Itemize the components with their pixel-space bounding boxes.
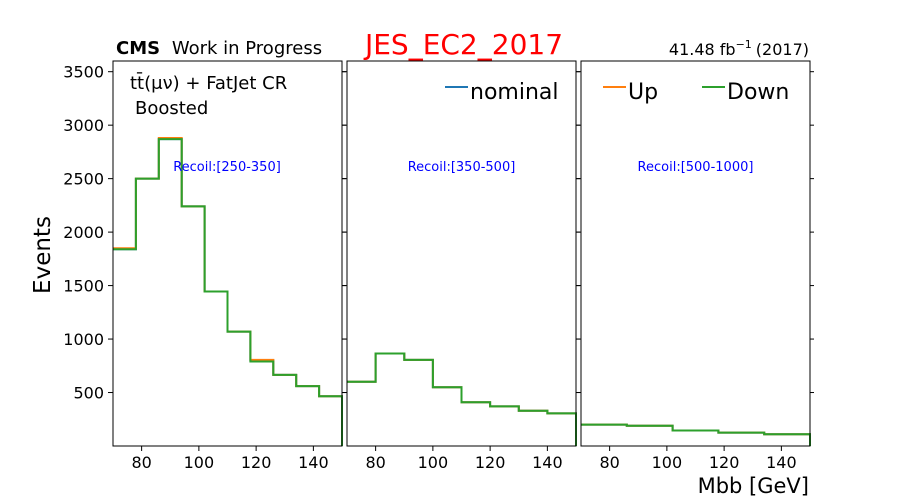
x-tick-label: 100 [418, 453, 449, 472]
series-nominal-line [581, 423, 811, 446]
x-axis-title: Mbb [GeV] [698, 474, 809, 498]
panel-frame [112, 60, 343, 447]
y-tick-label: 3000 [63, 116, 104, 135]
legend-label-down: Down [727, 80, 789, 105]
x-tick-label: 140 [766, 453, 797, 472]
luminosity-exponent: −1 [736, 38, 752, 51]
y-axis-title: Events [30, 216, 56, 294]
x-tick-label: 140 [298, 453, 329, 472]
x-tick-label: 140 [532, 453, 563, 472]
y-tick-label: 3500 [63, 63, 104, 82]
recoil-label: Recoil:[500-1000] [638, 160, 754, 175]
y-tick-label: 2500 [63, 170, 104, 189]
recoil-label: Recoil:[350-500] [408, 160, 516, 175]
x-tick-label: 120 [709, 453, 740, 472]
panel-3: 80 100 120 140 Recoil:[500-1000] [576, 60, 814, 472]
x-tick-label: 100 [652, 453, 683, 472]
cms-bold-label: CMS [116, 38, 160, 59]
legend-label-up: Up [628, 80, 658, 105]
x-tick-label: 80 [599, 453, 619, 472]
panel-frame [580, 60, 811, 447]
luminosity-year: (2017) [756, 40, 809, 59]
legend: nominal Up Down [445, 80, 789, 105]
region-label-line1: tt̄(μν) + FatJet CR [130, 72, 287, 94]
region-label-line2: Boosted [135, 98, 208, 119]
luminosity-label: 41.48 fb−1 (2017) [669, 38, 809, 59]
x-tick-label: 120 [475, 453, 506, 472]
chart-title: JES_EC2_2017 [363, 28, 563, 61]
series-down-line [113, 138, 343, 446]
y-tick-label: 500 [73, 384, 104, 403]
legend-label-nominal: nominal [470, 80, 558, 105]
series-down-line [347, 352, 577, 446]
luminosity-value: 41.48 fb [669, 40, 736, 59]
series-up-line [581, 423, 811, 446]
y-tick-label: 2000 [63, 223, 104, 242]
x-tick-label: 120 [241, 453, 272, 472]
panels-group: 500 1000 1500 2000 2500 3000 3500 80 100 120 140 Re… [63, 60, 814, 472]
x-tick-label: 100 [184, 453, 215, 472]
recoil-label: Recoil:[250-350] [173, 160, 281, 175]
panel-2: 80 100 120 140 Recoil:[350-500] [342, 60, 580, 472]
cms-status-label: Work in Progress [172, 38, 322, 59]
x-tick-label: 80 [131, 453, 151, 472]
y-tick-label: 1500 [63, 277, 104, 296]
series-down-line [581, 423, 811, 446]
panel-1: 500 1000 1500 2000 2500 3000 3500 80 100 120 140 Re… [63, 60, 346, 472]
panel-frame [346, 60, 577, 447]
x-tick-label: 80 [365, 453, 385, 472]
y-tick-label: 1000 [63, 330, 104, 349]
cms-label: CMS Work in Progress [116, 38, 322, 59]
